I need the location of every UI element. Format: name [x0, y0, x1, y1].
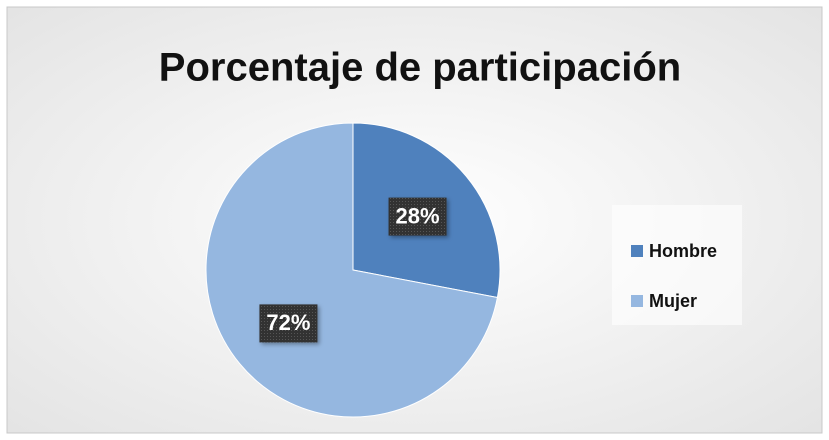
data-label: 72%	[266, 310, 310, 335]
data-label-box	[259, 304, 318, 343]
legend-swatch	[631, 245, 643, 257]
data-label: 28%	[396, 203, 440, 228]
legend-label: Mujer	[649, 291, 697, 311]
chart-title: Porcentaje de participación	[159, 46, 681, 90]
pie-slice	[205, 122, 498, 418]
legend-label: Hombre	[649, 241, 717, 261]
legend-swatch	[631, 295, 643, 307]
data-label-box	[388, 197, 447, 236]
